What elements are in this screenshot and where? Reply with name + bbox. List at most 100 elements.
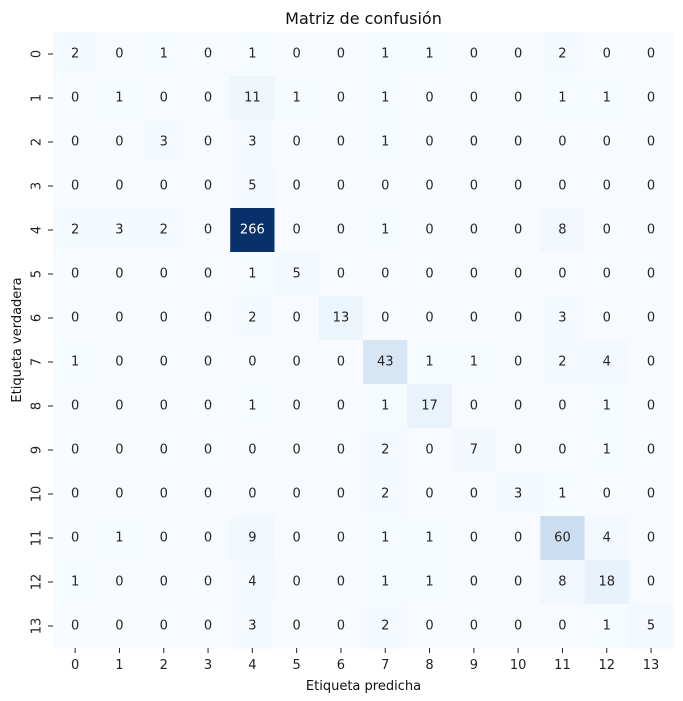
cell-value-label: 0 [470,575,478,590]
cell-value-label: 0 [337,179,345,194]
cell-value-label: 4 [603,355,611,370]
heatmap-cell [230,516,276,561]
heatmap-cell [496,604,541,649]
heatmap-cell [141,208,187,253]
heatmap-cell [363,340,408,385]
heatmap-cell [540,164,586,209]
heatmap-cell [363,164,408,209]
cell-value-label: 0 [115,135,123,150]
heatmap-cell [230,472,276,517]
cell-value-label: 1 [381,91,389,106]
cell-value-label: 0 [470,531,478,546]
heatmap-cell [274,252,320,297]
cell-value-label: 0 [558,135,566,150]
cell-value-label: 3 [248,619,256,634]
cell-value-label: 0 [160,179,168,194]
x-tick-label: 4 [248,658,256,673]
heatmap-cell [230,76,276,121]
heatmap-cell [584,340,630,385]
heatmap-cell [407,428,453,473]
cell-value-label: 0 [514,355,522,370]
heatmap-cell [451,164,497,209]
heatmap-cell [363,296,408,341]
heatmap-cell [97,120,143,165]
cell-value-label: 1 [558,487,566,502]
x-axis-label: Etiqueta predicha [306,679,421,694]
heatmap-cell [185,296,231,341]
cell-value-label: 0 [558,267,566,282]
cell-value-label: 0 [603,487,611,502]
heatmap-cell [584,76,630,121]
cell-value-label: 0 [293,47,301,62]
cell-value-label: 0 [160,575,168,590]
cell-value-label: 0 [204,487,212,502]
heatmap-cell [185,164,231,209]
x-tick-label: 11 [554,658,571,673]
heatmap-cell [363,428,408,473]
cell-value-label: 0 [71,619,79,634]
heatmap-cell [97,76,143,121]
heatmap-cell [451,340,497,385]
y-tick-label: 7 [30,358,45,366]
heatmap-cell [185,516,231,561]
cell-value-label: 0 [514,311,522,326]
heatmap-cell [274,560,320,605]
y-tick-label: 9 [30,446,45,454]
cell-value-label: 3 [115,223,123,238]
heatmap-cell [53,296,98,341]
heatmap-cell [97,32,143,77]
cell-value-label: 0 [115,47,123,62]
heatmap-cell [274,32,320,77]
cell-value-label: 3 [558,311,566,326]
cell-value-label: 0 [425,311,433,326]
heatmap-cell [407,340,453,385]
cell-value-label: 0 [160,267,168,282]
cell-value-label: 0 [514,223,522,238]
cell-value-label: 0 [381,267,389,282]
heatmap-cell [628,604,674,649]
x-tick-label: 1 [115,658,123,673]
cell-value-label: 0 [160,443,168,458]
heatmap-cell [185,560,231,605]
cell-value-label: 0 [603,179,611,194]
cell-value-label: 0 [337,355,345,370]
heatmap-cell [141,516,187,561]
cell-value-label: 0 [293,311,301,326]
heatmap-cell [53,384,98,429]
cell-value-label: 5 [293,267,301,282]
heatmap-cell [496,164,541,209]
heatmap-cell [53,32,98,77]
heatmap-cell [407,516,453,561]
heatmap-cell [540,340,586,385]
cell-value-label: 11 [244,91,261,106]
heatmap-cell [496,428,541,473]
cell-value-label: 1 [381,575,389,590]
cell-value-label: 0 [115,399,123,414]
cell-value-label: 0 [337,575,345,590]
cell-value-label: 0 [425,179,433,194]
x-tick-label: 8 [425,658,433,673]
heatmap-cell [407,252,453,297]
x-tick-label: 7 [381,658,389,673]
heatmap-cell [451,604,497,649]
heatmap-cell [451,516,497,561]
y-tick-label: 3 [30,182,45,190]
cell-value-label: 0 [558,443,566,458]
heatmap-cell [185,604,231,649]
cell-value-label: 8 [558,223,566,238]
cell-value-label: 7 [470,443,478,458]
cell-value-label: 0 [425,135,433,150]
cell-value-label: 0 [293,531,301,546]
heatmap-cell [540,32,586,77]
heatmap-cell [53,604,98,649]
cell-value-label: 0 [647,399,655,414]
cell-value-label: 3 [248,135,256,150]
heatmap-cell [628,428,674,473]
cell-value-label: 0 [514,619,522,634]
cell-value-label: 0 [204,311,212,326]
cell-value-label: 0 [470,47,478,62]
heatmap-cell [584,208,630,253]
cell-value-label: 0 [293,487,301,502]
